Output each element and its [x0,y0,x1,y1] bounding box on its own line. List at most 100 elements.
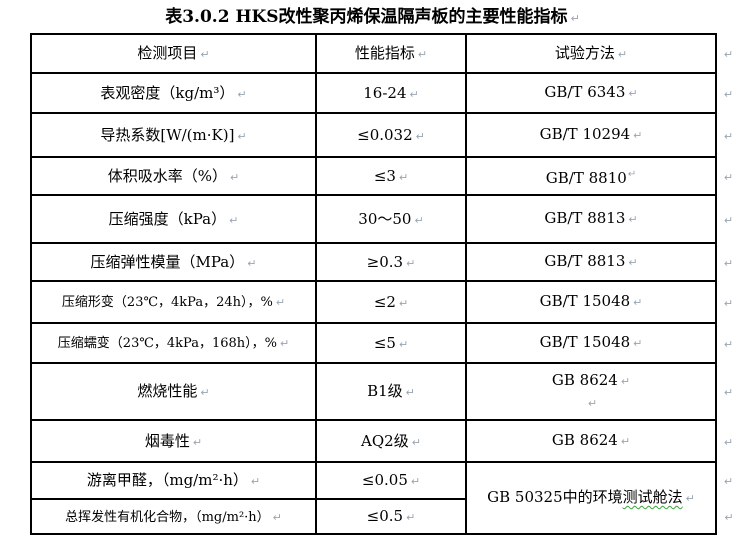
paragraph-mark: ↵ [200,48,210,62]
item-cell: 压缩蠕变（23℃，4kPa，168h），% ↵ [30,322,317,364]
item-label: 压缩形变（23℃，4kPa，24h），% [61,295,273,311]
row-end-mark-cell: ↵ [716,34,737,73]
paragraph-mark: ↵ [272,510,282,524]
paragraph-mark: ↵ [685,492,695,505]
item-label: 游离甲醛，（mg/m²·h） [86,471,248,490]
paragraph-mark: ↵ [570,12,580,25]
value-text: 30～50 [358,209,412,228]
item-label: 燃烧性能 [137,382,198,401]
paragraph-mark: ↵ [620,435,631,448]
method-line: GB/T 8813 ↵ [468,251,714,273]
method-line: GB/T 15048 ↵ [468,332,714,354]
header-label: 试验方法 [554,44,615,63]
item-cell: 压缩强度（kPa） ↵ [30,194,317,244]
paragraph-mark: ↵ [628,213,638,226]
paragraph-mark: ↵ [723,256,734,270]
method-line: GB/T 10294 ↵ [468,124,714,146]
table-row: 游离甲醛，（mg/m²·h） ↵ ≤0.05 ↵ GB 50325中的环境测试舱法 ↵ ↵ [30,461,737,535]
method-cell: GB/T 8813 ↵ [465,194,717,244]
item-label: 压缩弹性模量（MPa） [90,252,245,271]
value-cell: 16-24 ↵ [315,72,467,114]
value-text: AQ2级 [361,431,409,450]
method-cell: GB 8624 ↵ [465,419,717,463]
table-row: 压缩弹性模量（MPa） ↵ ≥0.3 ↵ GB/T 8813 ↵ ↵ [30,242,737,282]
method-cell: GB/T 6343 ↵ [465,72,717,114]
value-text: ≥0.3 [366,252,404,271]
item-label: 表观密度（kg/m³） [100,83,235,102]
value-text: ≤0.032 [357,125,413,144]
method-text: GB/T 15048 [539,292,631,310]
table-row: 压缩蠕变（23℃，4kPa，168h），% ↵ ≤5 ↵ GB/T 15048 ↵ ↵ [30,322,737,364]
item-label: 导热系数[W/(m·K)] [100,125,235,144]
table-header: 检测项目 ↵ 性能指标 ↵ 试验方法 ↵ ↵ [30,33,737,74]
method-cell: GB/T 8810↵ [465,156,717,196]
paragraph-mark: ↵ [723,213,734,227]
item-label: 体积吸水率（%） [107,166,228,185]
table-row: 体积吸水率（%） ↵ ≤3 ↵ GB/T 8810↵ ↵ [30,156,737,196]
table-row: 燃烧性能 ↵ B1级 ↵ GB 8624 ↵ ↵ ↵ [30,362,737,421]
paragraph-mark: ↵ [620,374,631,388]
table-row: 压缩强度（kPa） ↵ 30～50 ↵ GB/T 8813 ↵ ↵ [30,194,737,244]
paragraph-mark: ↵ [633,129,643,142]
paragraph-mark: ↵ [723,296,734,310]
paragraph-mark: ↵ [414,213,424,227]
row-end-mark-cell: ↵ [716,462,737,499]
value-text: ≤0.05 [361,471,408,490]
paragraph-mark: ↵ [229,213,239,227]
method-cell: GB/T 10294 ↵ [465,112,717,158]
paragraph-mark: ↵ [247,256,257,270]
paragraph-mark: ↵ [723,170,734,184]
row-end-mark-cell: ↵ [716,73,737,113]
value-cell: ≤0.5 ↵ [315,498,467,535]
method-text: GB 8624 [551,431,618,449]
paragraph-mark: ↵ [723,386,734,400]
paragraph-mark: ↵ [398,296,409,310]
paragraph-mark: ↵ [724,511,734,525]
row-end-mark-cell: ↵ [716,499,737,534]
paragraph-mark: ↵ [417,48,428,62]
item-label: 总挥发性有机化合物，（mg/m²·h） [65,509,270,525]
row-end-mark-cell: ↵ [716,281,737,323]
paragraph-mark: ↵ [237,87,247,101]
value-text: 16-24 [363,83,407,102]
paragraph-mark: ↵ [723,87,734,101]
method-text: GB/T 8813 [544,209,626,227]
row-end-mark-cell: ↵ [716,195,737,243]
paragraph-mark: ↵ [411,435,421,449]
table-row: 表观密度（kg/m³） ↵ 16-24 ↵ GB/T 6343 ↵ ↵ [30,72,737,114]
method-text: GB/T 15048 [539,333,631,351]
row-end-mark-cell: ↵ [716,113,737,157]
value-cell: AQ2级 ↵ [315,419,467,463]
table-row: 总挥发性有机化合物，（mg/m²·h） ↵ ≤0.5 ↵ ↵ [30,498,737,535]
paragraph-mark: ↵ [405,386,415,400]
header-row: 检测项目 ↵ 性能指标 ↵ 试验方法 ↵ ↵ [30,33,737,74]
header-label: 性能指标 [354,44,415,63]
paragraph-mark: ↵ [628,256,638,269]
value-cell: ≤2 ↵ [315,280,467,324]
item-cell: 燃烧性能 ↵ [30,362,317,421]
paragraph-mark: ↵ [723,129,734,143]
table-row: 导热系数[W/(m·K)] ↵ ≤0.032 ↵ GB/T 10294 ↵ ↵ [30,112,737,158]
row-end-mark-cell: ↵ [716,157,737,195]
method-cell: GB 8624 ↵ ↵ [465,362,717,421]
value-cell: 30～50 ↵ [315,194,467,244]
method-text: GB/T 8813 [544,252,626,270]
header-label: 检测项目 [137,44,198,63]
method-cell: GB/T 15048 ↵ [465,280,717,324]
value-cell: ≤3 ↵ [315,156,467,196]
method-line: GB 50325中的环境测试舱法 ↵ [468,487,714,509]
item-label: 压缩蠕变（23℃，4kPa，168h），% [57,336,277,352]
method-text: GB 8624 [551,370,618,389]
method-text: GB/T 6343 [544,83,626,101]
paragraph-mark: ↵ [237,129,247,143]
item-label: 烟毒性 [144,431,190,450]
item-cell: 烟毒性 ↵ [30,419,317,463]
method-line: GB/T 15048 ↵ [468,291,714,313]
value-cell: ≤5 ↵ [315,322,467,364]
item-cell: 游离甲醛，（mg/m²·h） ↵ [30,461,317,500]
paragraph-mark: ↵ [275,296,286,310]
table-title: 表3.0.2 HKS改性聚丙烯保温隔声板的主要性能指标 ↵ [30,0,715,33]
paragraph-mark: ↵ [723,337,734,351]
paragraph-mark: ↵ [192,435,203,449]
